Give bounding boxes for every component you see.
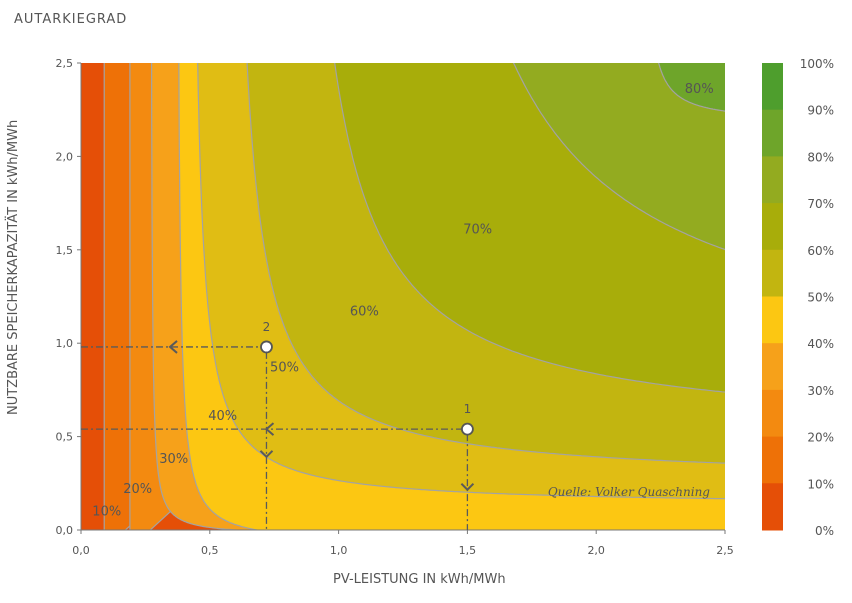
chart-title: AUTARKIEGRAD bbox=[14, 12, 128, 27]
colorbar-segment bbox=[762, 389, 783, 438]
colorbar-segment bbox=[762, 63, 783, 111]
band-90 bbox=[658, 63, 725, 112]
colorbar-segment bbox=[762, 296, 783, 344]
operating-point-1 bbox=[460, 422, 474, 436]
y-tick-label: 1,0 bbox=[56, 337, 74, 350]
colorbar-segment bbox=[762, 156, 783, 204]
operating-point-2 bbox=[260, 340, 273, 354]
contour-labels: 10%20% 30% 40% 50% 60% 70% 80% bbox=[92, 82, 713, 519]
colorbar-label: 70% bbox=[807, 197, 834, 211]
contour-label: 10% bbox=[92, 504, 121, 519]
colorbar-label: 60% bbox=[807, 244, 834, 258]
band-80 bbox=[512, 63, 725, 251]
contour-label: 40% bbox=[208, 409, 237, 424]
y-tick-label: 2,0 bbox=[56, 150, 74, 163]
operating-points: 12 bbox=[260, 320, 474, 436]
source-note: Quelle: Volker Quaschning bbox=[548, 485, 710, 499]
arrow-down-1 bbox=[460, 482, 475, 492]
x-tick-label: 0,0 bbox=[72, 544, 90, 557]
colorbar-label: 90% bbox=[807, 104, 834, 118]
arrow-left-2 bbox=[168, 340, 178, 354]
colorbar-legend: 100% 90% 80% 70% 60% 50% 40% 30% 20% 10% 0% bbox=[762, 57, 834, 538]
colorbar-segment bbox=[762, 109, 783, 157]
colorbar-label: 10% bbox=[807, 477, 834, 491]
x-tick-label: 0,5 bbox=[201, 544, 219, 557]
y-tick-label: 1,5 bbox=[56, 244, 74, 257]
colorbar-label: 30% bbox=[807, 384, 834, 398]
y-axis-label: NUTZBARE SPEICHERKAPAZITÄT IN kWh/MWh bbox=[6, 119, 21, 415]
x-tick-label: 1,5 bbox=[459, 544, 477, 557]
colorbar-segment bbox=[762, 436, 783, 484]
colorbar-segment bbox=[762, 249, 783, 297]
contour-label: 60% bbox=[350, 304, 379, 319]
arrow-down-2 bbox=[259, 450, 274, 459]
contour-label: 80% bbox=[685, 82, 714, 97]
x-tick-label: 1,0 bbox=[330, 544, 348, 557]
colorbar-segment bbox=[762, 203, 783, 251]
colorbar-label: 100% bbox=[800, 57, 834, 71]
guide-lines bbox=[81, 340, 475, 530]
contour-label: 50% bbox=[270, 360, 299, 375]
colorbar-label: 0% bbox=[815, 524, 834, 538]
colorbar-label: 20% bbox=[807, 431, 834, 445]
x-tick-label: 2,0 bbox=[587, 544, 605, 557]
operating-point-label: 1 bbox=[464, 402, 472, 416]
contour-bands bbox=[81, 63, 725, 530]
colorbar-segment bbox=[762, 483, 783, 531]
x-tick-label: 2,5 bbox=[716, 544, 734, 557]
y-tick-label: 0,0 bbox=[56, 524, 74, 537]
contour-label: 20% bbox=[123, 482, 152, 497]
operating-point-label: 2 bbox=[263, 320, 271, 334]
contour-label: 70% bbox=[463, 222, 492, 237]
colorbar-label: 50% bbox=[807, 291, 834, 305]
colorbar-label: 80% bbox=[807, 150, 834, 164]
colorbar-segment bbox=[762, 343, 783, 391]
y-tick-label: 0,5 bbox=[56, 431, 74, 444]
axes: 0,0 0,5 1,0 1,5 2,0 2,5 0,0 0,5 1,0 1,5 2,0 2,5 bbox=[56, 57, 734, 557]
contour-label: 30% bbox=[159, 452, 188, 467]
x-axis-label: PV-LEISTUNG IN kWh/MWh bbox=[333, 572, 506, 587]
y-tick-label: 2,5 bbox=[56, 57, 74, 70]
colorbar-label: 40% bbox=[807, 337, 834, 351]
